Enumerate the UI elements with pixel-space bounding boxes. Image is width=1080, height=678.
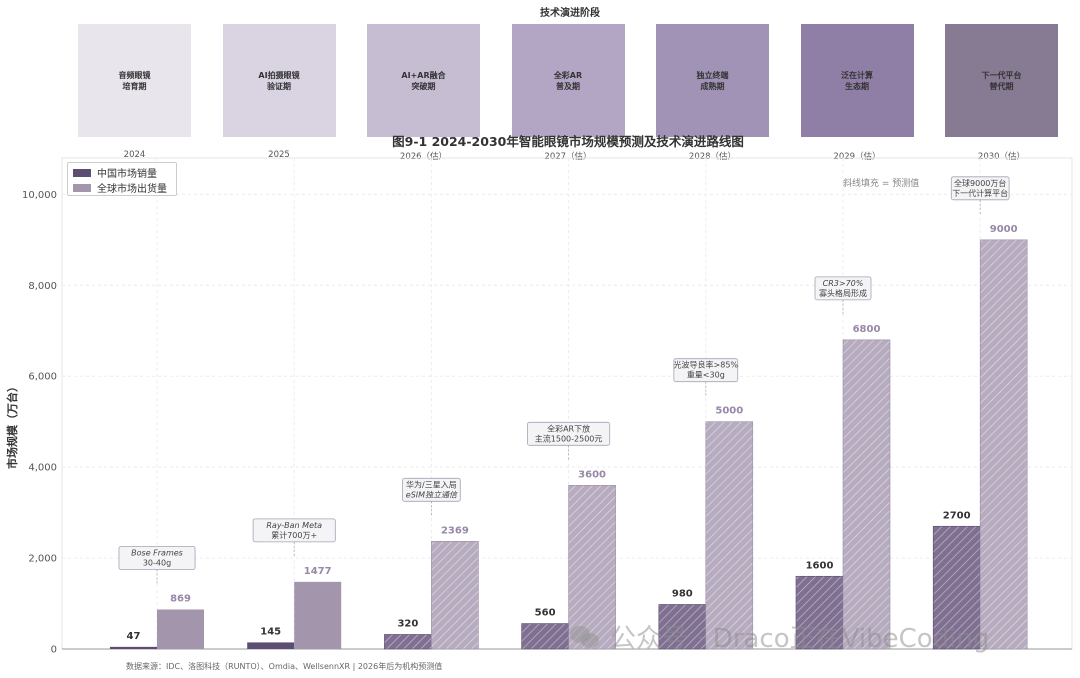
annotation-box: [252, 518, 336, 543]
stage-box-0: 音频眼镜 培育期: [78, 24, 191, 137]
annotation-text: CR3>70%: [823, 279, 864, 288]
annotation-text: 光波导良率>85%: [674, 360, 739, 370]
y-tick-label: 2,000: [28, 554, 57, 565]
annotation-box: [527, 421, 611, 446]
legend-swatch-china: [73, 168, 91, 177]
y-tick-label: 0: [51, 645, 57, 656]
annotation-text: 华为/三星入局: [406, 479, 457, 489]
global-bar-3: [568, 485, 616, 650]
stages-title: 技术演进阶段: [540, 8, 600, 19]
stage-box-label: 下一代平台 替代期: [981, 70, 1022, 91]
annotation-text: 全彩AR下放: [547, 423, 590, 433]
china-value-label: 145: [260, 626, 281, 637]
watermark: 公众号 · Draco正在VibeCoding: [570, 618, 989, 655]
annotation-text: Bose Frames: [131, 548, 183, 557]
global-bar-6: [979, 239, 1028, 650]
grid-layer: [61, 157, 1073, 650]
annotation-text: 寡头格局形成: [819, 288, 867, 298]
watermark-text: 公众号 · Draco正在VibeCoding: [610, 624, 990, 654]
stage-year-label: 2027（估）: [544, 152, 592, 162]
global-value-label: 869: [170, 593, 191, 604]
annotation-box: [402, 477, 461, 502]
stage-box-label: AI拍摄眼镜 验证期: [258, 70, 300, 91]
annotation-box: [950, 176, 1010, 201]
legend-label-global: 全球市场出货量: [97, 184, 167, 195]
global-value-label: 9000: [990, 224, 1018, 235]
global-value-label: 3600: [578, 469, 606, 480]
stage-box-3: 全彩AR 普及期: [511, 24, 625, 137]
china-value-label: 980: [672, 588, 693, 599]
stage-box-label: AI+AR融合 突破期: [401, 70, 446, 91]
china-bar-1: [247, 642, 295, 649]
stage-box-5: 泛在计算 生态期: [800, 24, 914, 137]
stage-year-label: 2025: [268, 150, 290, 160]
stage-year-label: 2026（估）: [399, 152, 448, 162]
stage-box-label: 音频眼镜 培育期: [118, 70, 151, 91]
global-value-label: 2369: [441, 525, 469, 536]
annotation-text: 累计700万+: [271, 530, 317, 540]
china-bar-2: [384, 634, 432, 650]
legend-item-global: 全球市场出货量: [73, 180, 171, 195]
stage-box-label: 全彩AR 普及期: [553, 70, 583, 91]
y-tick-label: 10,000: [22, 190, 57, 201]
stage-year-label: 2028（估）: [688, 152, 737, 162]
global-value-label: 1477: [304, 566, 332, 577]
china-value-label: 1600: [806, 560, 834, 571]
annotation-text: Ray-Ban Meta: [266, 521, 322, 530]
stage-year-label: 2030（估）: [977, 152, 1026, 162]
y-tick-label: 6,000: [28, 372, 57, 383]
annotation-text: 全球9000万台: [954, 178, 1006, 188]
china-bar-6: [932, 525, 981, 650]
global-bar-4: [705, 421, 754, 650]
china-value-label: 560: [535, 608, 556, 619]
legend: 中国市场销量 全球市场出货量: [67, 162, 177, 196]
global-bar-1: [294, 581, 342, 649]
y-tick-label: 8,000: [28, 281, 57, 292]
stage-box-4: 独立终端 成熟期: [656, 24, 769, 137]
china-bar-0: [110, 646, 157, 649]
global-bar-0: [157, 609, 204, 649]
legend-item-china: 中国市场销量: [73, 165, 171, 180]
plot-frame: [61, 157, 1073, 650]
stage-box-1: AI拍摄眼镜 验证期: [222, 24, 336, 137]
annotation-box: [814, 276, 872, 301]
legend-swatch-global: [73, 183, 91, 192]
annotation-text: 下一代计算平台: [952, 188, 1008, 198]
chart-title: 图9-1 2024-2030年智能眼镜市场规模预测及技术演进路线图: [392, 134, 744, 149]
stage-box-2: AI+AR融合 突破期: [367, 24, 480, 137]
data-source-footer: 数据来源：IDC、洛图科技（RUNTO）、Omdia、WellsennXR | …: [126, 662, 443, 671]
global-bar-5: [842, 339, 891, 650]
china-value-label: 47: [127, 631, 141, 642]
annotation-text: 主流1500-2500元: [535, 433, 603, 443]
global-value-label: 6800: [853, 324, 881, 335]
stage-box-label: 独立终端 成熟期: [696, 70, 729, 91]
y-tick-label: 4,000: [28, 463, 57, 474]
y-axis-label: 市场规模（万台）: [6, 381, 19, 469]
stage-box-label: 泛在计算 生态期: [841, 70, 873, 91]
forecast-note: 斜线填充 = 预测值: [843, 179, 920, 189]
wechat-icon: [570, 624, 600, 650]
legend-label-china: 中国市场销量: [97, 169, 157, 180]
annotation-box: [673, 358, 739, 383]
china-value-label: 2700: [943, 510, 971, 521]
annotation-box: [118, 546, 196, 570]
annotation-text: eSIM独立通信: [406, 490, 458, 499]
stage-year-label: 2029（估）: [833, 152, 881, 162]
annotation-text: 重量<30g: [687, 370, 725, 380]
china-bar-5: [795, 575, 844, 650]
bar-layer: 47 869 145 1477 320 2369 560 3600 980 5000 1600 680…: [110, 224, 1028, 650]
china-bar-3: [521, 623, 569, 650]
china-value-label: 320: [397, 618, 418, 629]
stage-year-label: 2024: [123, 150, 146, 160]
stage-box-6: 下一代平台 替代期: [945, 24, 1058, 137]
annotation-text: 30-40g: [143, 558, 171, 567]
global-value-label: 5000: [715, 406, 743, 417]
global-bar-2: [431, 540, 479, 650]
